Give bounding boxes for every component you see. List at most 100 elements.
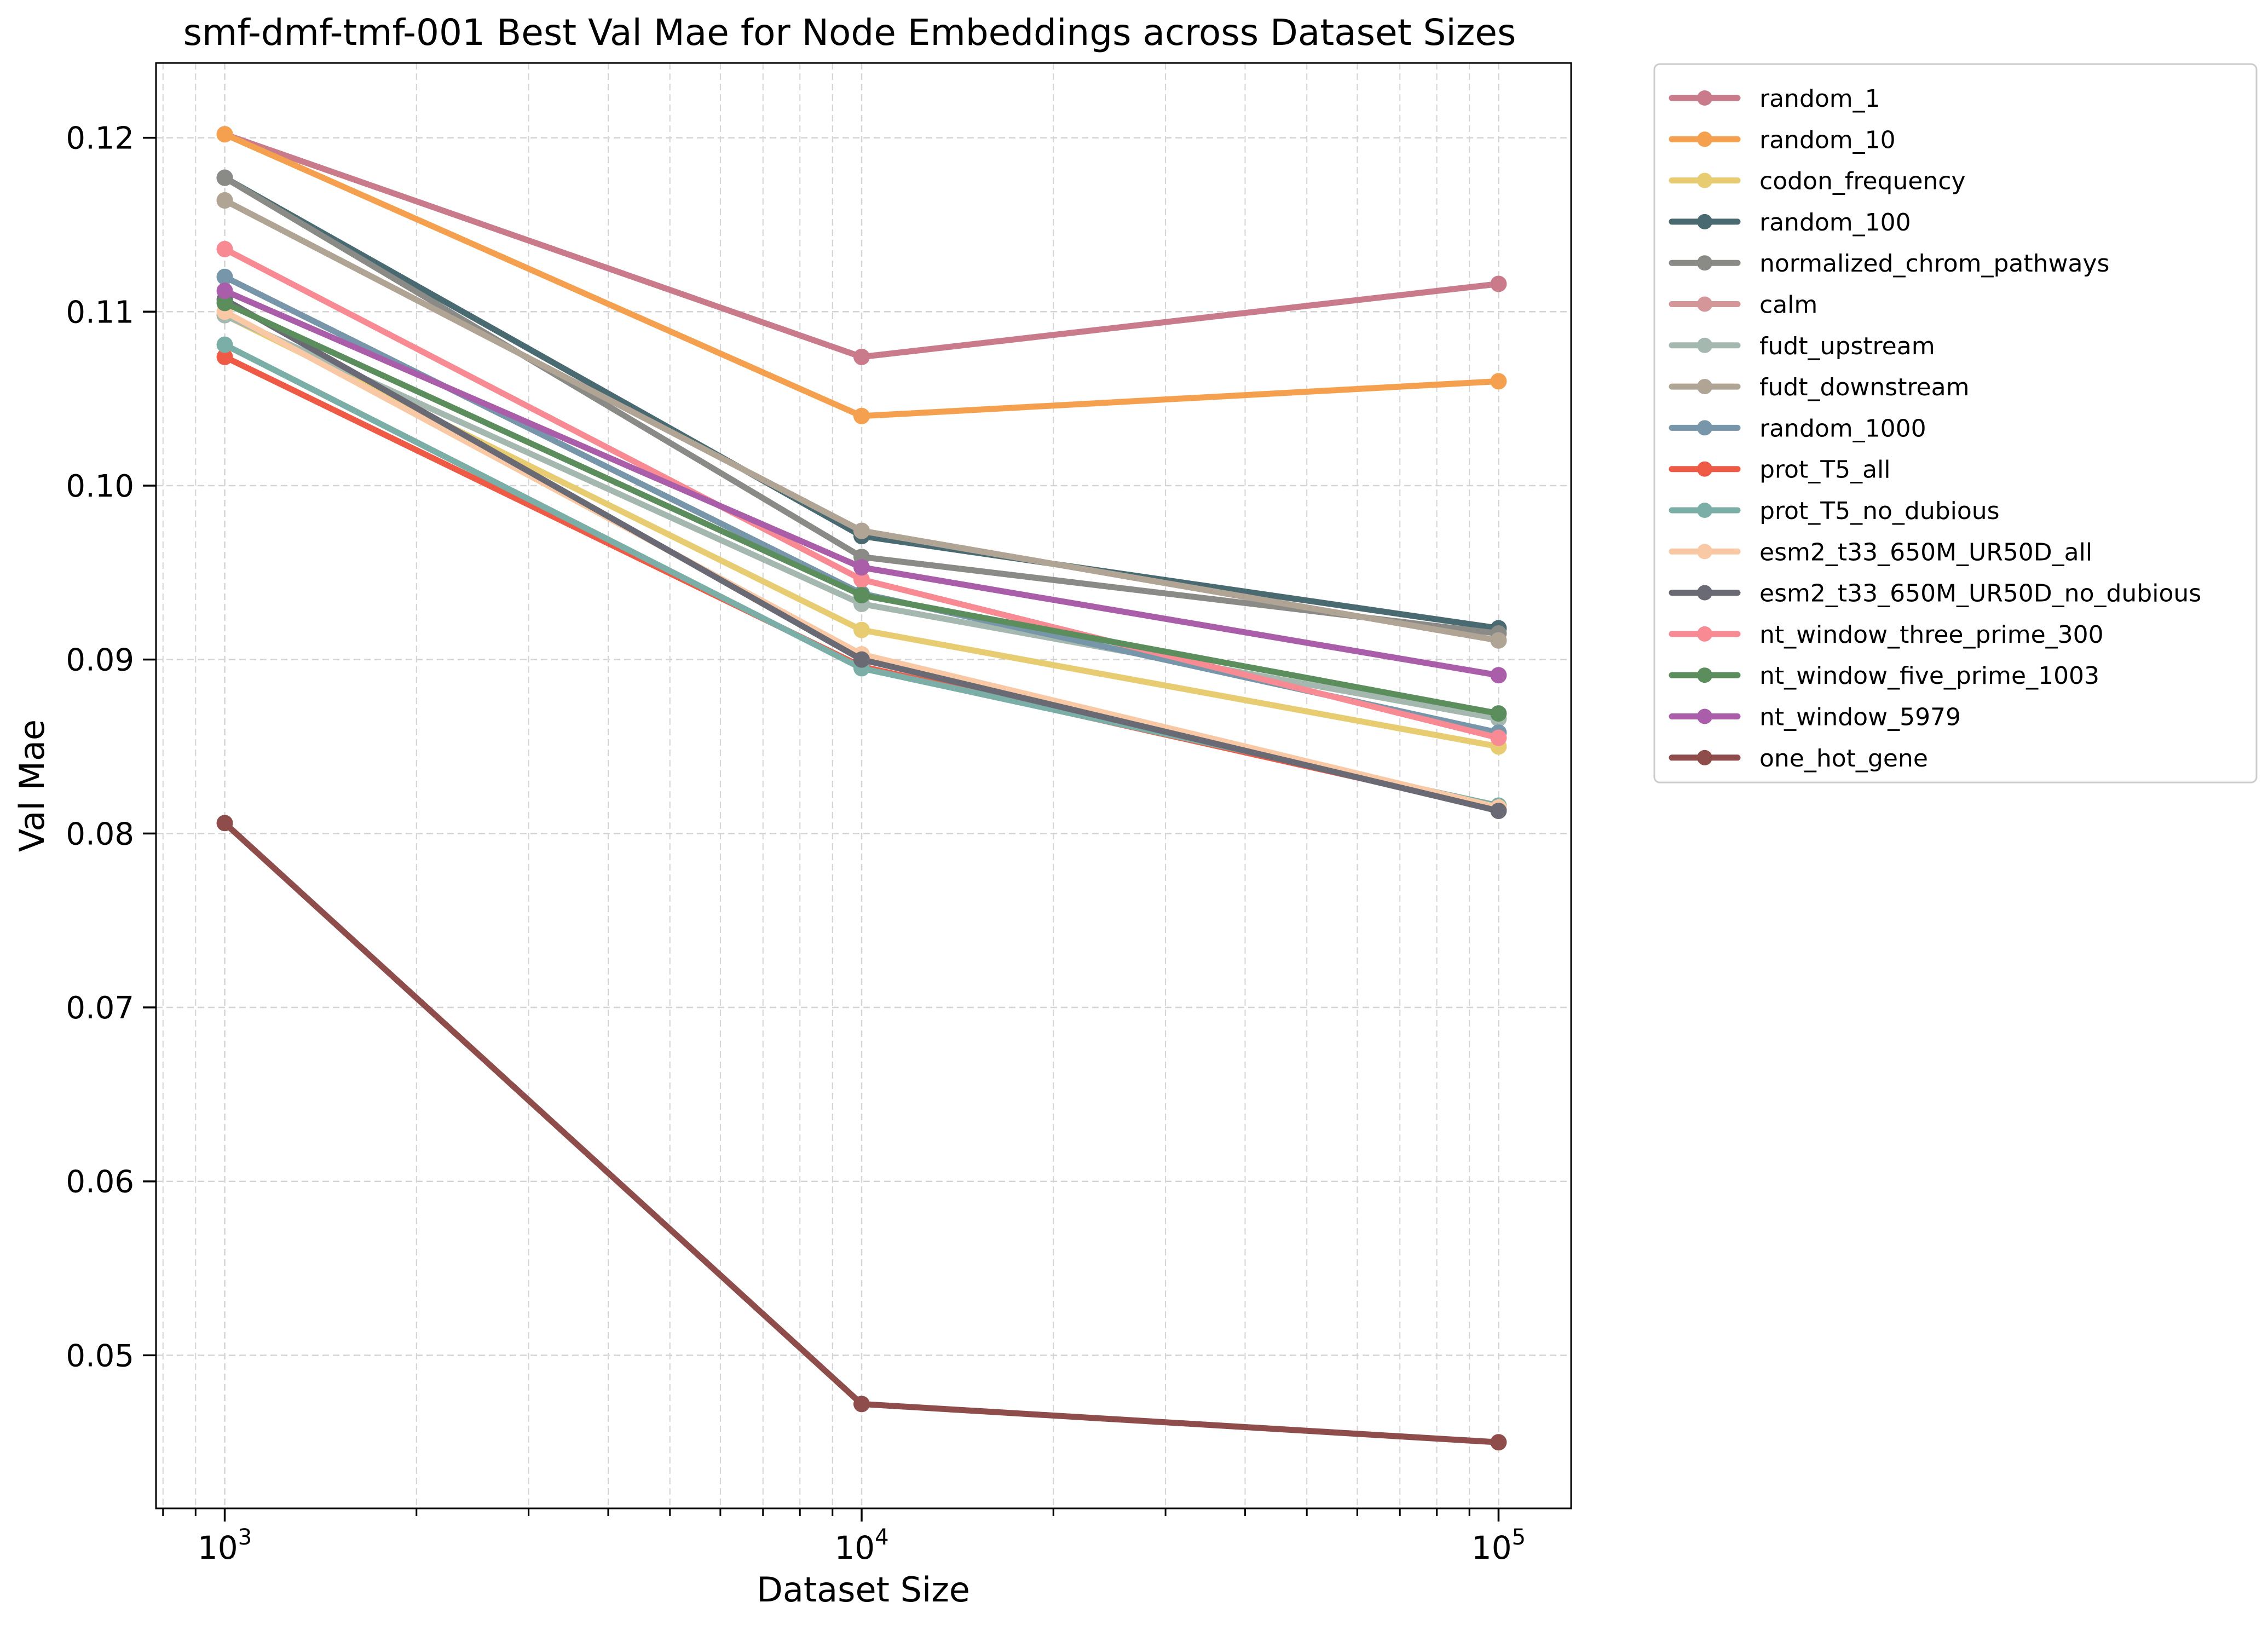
- legend-swatch-marker: [1697, 172, 1712, 188]
- axes: 103 104 1050.050.060.070.080.090.100.110.1…: [66, 121, 1526, 1566]
- data-point: [1490, 705, 1507, 722]
- legend-item: nt_window_5979: [1669, 704, 1961, 731]
- legend-item: esm2_t33_650M_UR50D_all: [1669, 538, 2092, 566]
- series-random_10: [216, 126, 1507, 424]
- legend-item: random_1: [1669, 85, 1880, 113]
- legend-swatch-marker: [1697, 626, 1712, 642]
- data-point: [853, 1396, 870, 1413]
- legend-label: one_hot_gene: [1759, 745, 1928, 773]
- data-point: [216, 169, 233, 186]
- series-fudt_downstream: [216, 192, 1507, 649]
- legend-swatch-marker: [1697, 255, 1712, 271]
- legend-swatch-marker: [1697, 585, 1712, 601]
- legend-item: nt_window_three_prime_300: [1669, 621, 2104, 649]
- legend: random_1 random_10 codon_frequency random_1…: [1653, 63, 2258, 783]
- legend-item: random_100: [1669, 209, 1911, 237]
- data-point: [1490, 275, 1507, 292]
- data-point: [216, 348, 233, 365]
- data-point: [853, 571, 870, 588]
- x-axis-label: Dataset Size: [757, 1570, 970, 1610]
- legend-label: nt_window_three_prime_300: [1759, 621, 2104, 649]
- data-point: [1490, 803, 1507, 820]
- x-tick-base: 10: [1471, 1529, 1512, 1566]
- chart-title: smf-dmf-tmf-001 Best Val Mae for Node Em…: [183, 11, 1516, 54]
- y-tick-label: 0.06: [66, 1165, 134, 1200]
- data-point: [1490, 667, 1507, 684]
- data-point: [216, 192, 233, 209]
- legend-label: esm2_t33_650M_UR50D_all: [1759, 538, 2092, 566]
- legend-label: random_1: [1759, 85, 1880, 113]
- data-point: [853, 621, 870, 638]
- legend-item: nt_window_five_prime_1003: [1669, 662, 2099, 690]
- data-point: [853, 407, 870, 424]
- legend-box: [1653, 63, 2258, 783]
- legend-label: nt_window_five_prime_1003: [1759, 662, 2099, 690]
- legend-item: random_10: [1669, 126, 1896, 154]
- data-point: [216, 283, 233, 299]
- legend-swatch-marker: [1697, 90, 1712, 106]
- y-axis-label: Val Mae: [12, 719, 52, 852]
- legend-label: codon_frequency: [1759, 168, 1966, 195]
- data-point: [853, 559, 870, 576]
- legend-item: codon_frequency: [1669, 168, 1966, 195]
- series-lines: [216, 126, 1507, 1451]
- series-one_hot_gene: [216, 815, 1507, 1451]
- data-point: [853, 522, 870, 539]
- legend-swatch-marker: [1697, 296, 1712, 312]
- legend-item: prot_T5_no_dubious: [1669, 497, 2000, 525]
- data-point: [1490, 373, 1507, 390]
- legend-swatch-marker: [1697, 379, 1712, 395]
- series-nt_window_five_prime_1003: [216, 295, 1507, 722]
- legend-item: prot_T5_all: [1669, 456, 1891, 484]
- legend-label: random_10: [1759, 126, 1896, 154]
- series-nt_window_three_prime_300: [216, 240, 1507, 746]
- legend-label: nt_window_5979: [1759, 704, 1961, 731]
- x-tick-base: 10: [198, 1529, 238, 1566]
- data-point: [216, 336, 233, 353]
- y-tick-label: 0.12: [66, 121, 134, 157]
- data-point: [216, 295, 233, 312]
- y-tick-label: 0.10: [66, 469, 134, 504]
- x-tick-base: 10: [834, 1529, 875, 1566]
- data-point: [853, 348, 870, 365]
- data-point: [216, 815, 233, 832]
- legend-label: normalized_chrom_pathways: [1759, 250, 2109, 278]
- legend-label: random_1000: [1759, 414, 1926, 442]
- legend-item: fudt_upstream: [1669, 332, 1935, 360]
- x-tick-exponent: 4: [875, 1525, 888, 1550]
- legend-item: esm2_t33_650M_UR50D_no_dubious: [1669, 580, 2201, 608]
- y-tick-label: 0.11: [66, 295, 134, 330]
- legend-swatch-marker: [1697, 503, 1712, 518]
- legend-label: fudt_upstream: [1759, 332, 1935, 360]
- legend-item: one_hot_gene: [1669, 745, 1928, 773]
- data-point: [1490, 729, 1507, 746]
- legend-swatch-marker: [1697, 667, 1712, 683]
- x-tick-exponent: 3: [238, 1525, 252, 1550]
- x-tick-label: 105: [1471, 1525, 1526, 1566]
- legend-label: calm: [1759, 291, 1817, 319]
- data-point: [1490, 632, 1507, 649]
- plot-frame: [155, 62, 1572, 1509]
- y-tick-label: 0.07: [66, 990, 134, 1026]
- legend-item: calm: [1669, 291, 1817, 319]
- legend-swatch-marker: [1697, 750, 1712, 765]
- legend-item: normalized_chrom_pathways: [1669, 250, 2109, 278]
- legend-label: prot_T5_all: [1759, 456, 1891, 484]
- legend-item: fudt_downstream: [1669, 373, 1969, 401]
- y-tick-label: 0.05: [66, 1338, 134, 1374]
- data-point: [853, 587, 870, 604]
- data-point: [1490, 1434, 1507, 1451]
- legend-label: esm2_t33_650M_UR50D_no_dubious: [1759, 580, 2201, 608]
- legend-swatch-marker: [1697, 214, 1712, 229]
- legend-swatch-marker: [1697, 708, 1712, 724]
- x-tick-label: 103: [198, 1525, 252, 1566]
- x-tick-label: 104: [834, 1525, 888, 1566]
- legend-swatch-marker: [1697, 461, 1712, 477]
- y-tick-label: 0.08: [66, 816, 134, 852]
- legend-swatch-marker: [1697, 544, 1712, 560]
- legend-swatch-marker: [1697, 420, 1712, 436]
- series-nt_window_5979: [216, 283, 1507, 684]
- data-point: [216, 268, 233, 285]
- x-tick-exponent: 5: [1512, 1525, 1526, 1550]
- legend-label: fudt_downstream: [1759, 373, 1969, 401]
